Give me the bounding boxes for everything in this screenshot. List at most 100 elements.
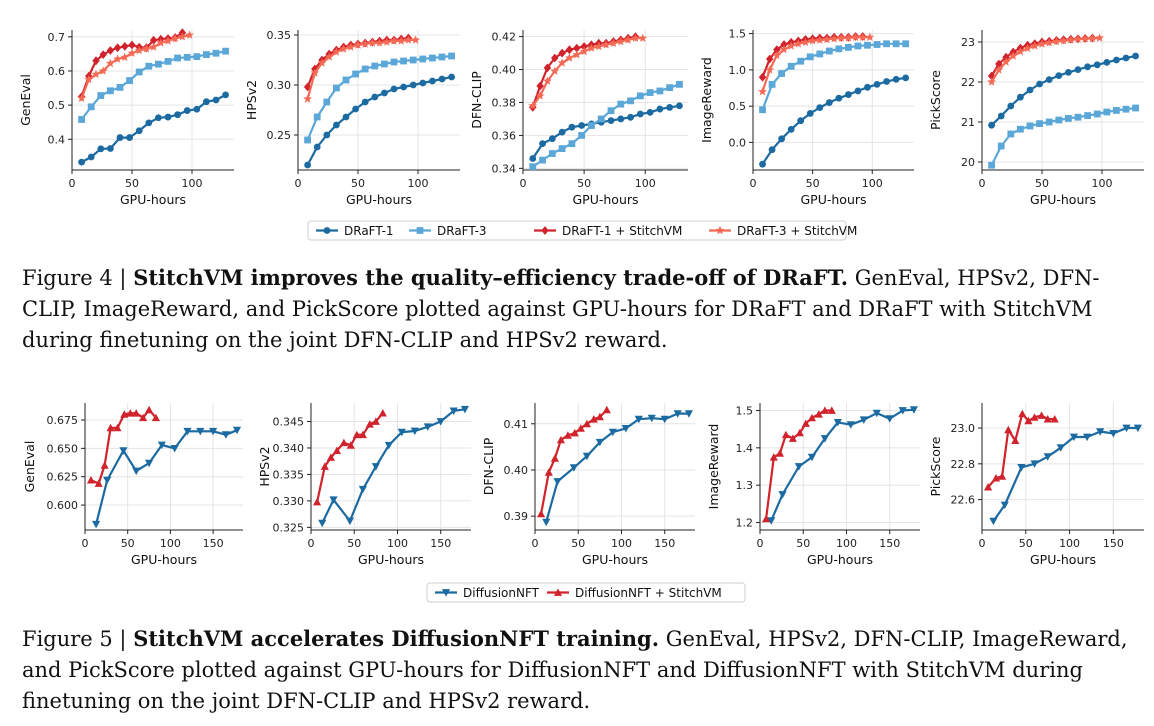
point bbox=[786, 41, 796, 50]
y-tick-label: 0.36 bbox=[492, 129, 517, 142]
y-axis-label: PickScore bbox=[928, 70, 943, 130]
y-tick-label: 1.0 bbox=[729, 64, 747, 77]
series-line bbox=[987, 412, 1055, 488]
x-tick-label: 0 bbox=[979, 537, 986, 550]
point bbox=[371, 417, 380, 425]
point bbox=[135, 127, 143, 135]
point bbox=[636, 110, 644, 118]
point bbox=[174, 54, 181, 62]
y-tick-label: 1.4 bbox=[736, 442, 754, 455]
point bbox=[769, 453, 778, 461]
point bbox=[1007, 102, 1015, 110]
y-tick-label: 0.30 bbox=[267, 79, 292, 92]
legend-item: DiffusionNFT bbox=[435, 586, 540, 600]
y-tick-label: 0.650 bbox=[47, 442, 79, 455]
point bbox=[323, 131, 331, 139]
point bbox=[163, 36, 173, 45]
point bbox=[313, 497, 322, 506]
point bbox=[873, 81, 881, 88]
series-diffusionnft bbox=[767, 406, 918, 525]
y-tick-label: 0.330 bbox=[273, 495, 305, 508]
point bbox=[565, 53, 574, 62]
point bbox=[1109, 430, 1118, 438]
point bbox=[715, 225, 725, 235]
point bbox=[99, 50, 107, 59]
point bbox=[1030, 413, 1039, 421]
point bbox=[1008, 51, 1018, 60]
point bbox=[317, 58, 327, 67]
series-draft-3-stitchvm bbox=[303, 35, 420, 103]
point bbox=[1018, 409, 1027, 418]
chart-4-geneval: 0 50 100 0.4 0.5 0.6 0.7 GPU-hours GenEval bbox=[18, 28, 234, 207]
point bbox=[107, 145, 114, 152]
point bbox=[775, 449, 784, 457]
point bbox=[825, 99, 833, 106]
point bbox=[1133, 424, 1142, 433]
point bbox=[151, 413, 160, 422]
x-tick-label: 50 bbox=[577, 177, 591, 190]
x-axis-label: GPU-hours bbox=[1030, 192, 1096, 207]
point bbox=[396, 36, 406, 45]
point bbox=[673, 410, 682, 418]
point bbox=[77, 93, 86, 102]
x-tick-label: 50 bbox=[351, 177, 365, 190]
point bbox=[1093, 61, 1101, 69]
point bbox=[107, 87, 114, 95]
point bbox=[1017, 125, 1024, 133]
point bbox=[381, 89, 388, 97]
point bbox=[835, 45, 843, 53]
point bbox=[797, 57, 805, 65]
point bbox=[994, 65, 1004, 74]
point bbox=[859, 416, 868, 424]
point bbox=[563, 431, 572, 439]
point bbox=[310, 68, 320, 77]
figure4-caption-rest: GenEval, HPSv2, DFN-CLIP, ImageReward, a… bbox=[22, 266, 1100, 352]
point bbox=[333, 84, 340, 92]
point bbox=[92, 56, 100, 66]
point bbox=[597, 115, 605, 123]
x-tick-label: 0 bbox=[308, 537, 315, 550]
point bbox=[666, 104, 674, 111]
point bbox=[609, 38, 618, 47]
legend-label: DiffusionNFT bbox=[463, 586, 540, 600]
point bbox=[885, 415, 894, 423]
point bbox=[460, 405, 469, 414]
point bbox=[382, 37, 392, 46]
point bbox=[203, 51, 210, 58]
point bbox=[1066, 35, 1076, 44]
point bbox=[627, 113, 634, 121]
point bbox=[371, 62, 379, 70]
point bbox=[1026, 86, 1034, 94]
x-tick-label: 150 bbox=[879, 537, 900, 550]
y-tick-label: 0.625 bbox=[47, 471, 79, 484]
point bbox=[323, 227, 331, 234]
point bbox=[568, 140, 576, 148]
point bbox=[550, 66, 560, 75]
point bbox=[94, 479, 103, 487]
point bbox=[787, 62, 795, 70]
x-tick-label: 100 bbox=[160, 537, 181, 550]
y-tick-label: 0.335 bbox=[273, 468, 305, 481]
series-diffusionnft-stitchvm bbox=[762, 406, 836, 523]
point bbox=[1016, 47, 1025, 56]
point bbox=[617, 115, 625, 123]
point bbox=[1026, 122, 1034, 130]
point bbox=[127, 48, 137, 57]
point bbox=[676, 80, 683, 88]
point bbox=[361, 98, 369, 106]
point bbox=[902, 74, 910, 82]
point bbox=[303, 94, 312, 103]
point bbox=[1080, 34, 1090, 43]
point bbox=[759, 160, 766, 168]
point bbox=[865, 32, 875, 41]
y-tick-label: 0.40 bbox=[492, 64, 517, 77]
x-tick-label: 50 bbox=[125, 177, 139, 190]
point bbox=[135, 68, 143, 76]
point bbox=[807, 413, 816, 422]
legend-label: DRaFT-1 + StitchVM bbox=[562, 224, 682, 238]
point bbox=[185, 30, 194, 39]
x-tick-label: 0 bbox=[69, 177, 76, 190]
point bbox=[320, 462, 329, 470]
point bbox=[997, 112, 1005, 120]
point bbox=[103, 476, 112, 485]
